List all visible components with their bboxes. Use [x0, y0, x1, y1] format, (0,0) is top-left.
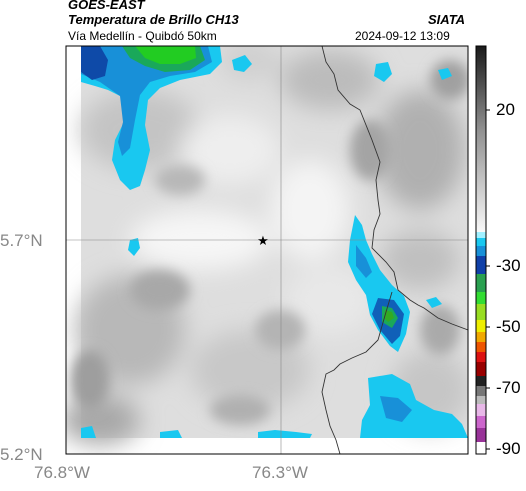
star-icon: ★ — [257, 234, 269, 249]
colorbar — [475, 45, 490, 455]
plot-frame — [65, 45, 469, 455]
lon-label-76.8: 76.8°W — [34, 463, 90, 482]
organization-label: SIATA — [428, 12, 466, 27]
warm-cloud-detail — [70, 60, 468, 425]
lat-label-5.2: 5.2°N — [0, 445, 43, 464]
colorbar-label-minus50: -50 — [496, 317, 521, 336]
datetime-label: 2024-09-12 13:09 — [355, 29, 450, 43]
lon-label-76.3: 76.3°W — [252, 463, 308, 482]
cold-cloud-south — [81, 374, 468, 438]
colorbar-label-minus90: -90 — [496, 439, 521, 458]
lat-label-5.7: 5.7°N — [0, 231, 43, 250]
department-border-south — [321, 291, 393, 454]
route-subtitle: Vía Medellín - Quibdó 50km — [68, 29, 217, 43]
cold-cloud-northwest — [81, 46, 252, 256]
imagery-layer — [66, 46, 468, 454]
product-title: Temperatura de Brillo CH13 — [68, 12, 239, 27]
colorbar-label-20: 20 — [496, 100, 515, 119]
colorbar-label-minus70: -70 — [496, 378, 521, 397]
colorbar-label-minus30: -30 — [496, 256, 521, 275]
satellite-title: GOES-EAST — [68, 0, 145, 12]
department-border — [321, 46, 468, 331]
cold-cloud-east — [348, 62, 452, 352]
